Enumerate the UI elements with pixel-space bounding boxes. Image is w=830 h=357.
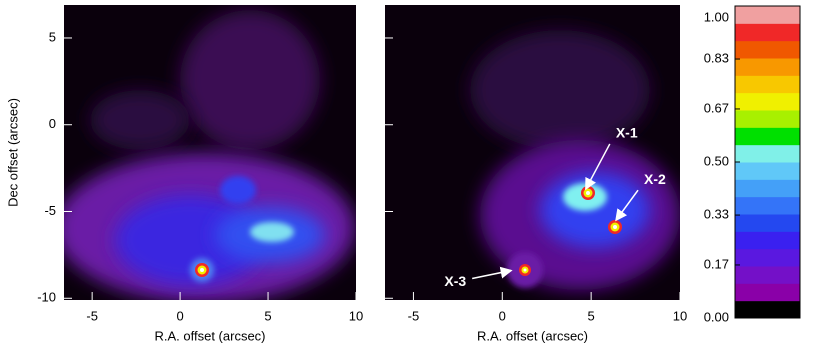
colorbar-swatch (735, 75, 800, 94)
annotation: X-2 (644, 171, 666, 187)
x-tick-label: 5 (588, 308, 595, 323)
colorbar-swatch (735, 40, 800, 59)
colorbar-tick-label: 0.00 (704, 309, 729, 324)
y-tick-label: -5 (44, 203, 56, 218)
colorbar-swatch (735, 214, 800, 232)
x-tick-label: -5 (86, 308, 98, 323)
map-left (64, 5, 356, 300)
colorbar-swatch (735, 196, 800, 215)
colorbar-swatch (735, 300, 800, 319)
colorbar-swatch (735, 231, 800, 250)
x-axis-label: R.A. offset (arcsec) (154, 328, 265, 343)
map-right (385, 5, 680, 300)
colorbar-swatch (735, 162, 800, 180)
colorbar-swatch (735, 110, 800, 128)
annotation-arrow (615, 189, 639, 222)
colorbar-swatch (735, 127, 800, 146)
colorbar-tick-label: 0.17 (704, 256, 729, 271)
colorbar-swatch (735, 92, 800, 111)
x-tick-label: -5 (408, 308, 420, 323)
y-tick-label: 5 (49, 29, 56, 44)
colorbar-swatch (735, 23, 800, 42)
colorbar-tick-label: 0.33 (704, 206, 729, 221)
annotation: X-1 (616, 125, 638, 141)
x-tick-label: 10 (673, 308, 687, 323)
x-tick-label: 10 (349, 308, 363, 323)
y-tick-label: 0 (49, 116, 56, 131)
x-tick-label: 5 (264, 308, 271, 323)
colorbar-swatch (735, 144, 800, 163)
x-axis-label: R.A. offset (arcsec) (477, 328, 588, 343)
colorbar-swatch (735, 283, 800, 302)
colorbar-swatch (735, 266, 800, 284)
y-tick-label: -10 (37, 290, 56, 305)
x-tick-label: 0 (499, 308, 506, 323)
annotation-arrow (585, 143, 611, 191)
x-tick-label: 0 (176, 308, 183, 323)
annotation: X-3 (444, 273, 466, 289)
colorbar-tick-label: 0.67 (704, 100, 729, 115)
colorbar-swatch (735, 179, 800, 198)
colorbar-swatch (735, 248, 800, 267)
colorbar-tick-label: 0.83 (704, 50, 729, 65)
colorbar-swatch (735, 58, 800, 76)
colorbar-tick-label: 0.50 (704, 153, 729, 168)
y-axis-label: Dec offset (arcsec) (5, 98, 20, 207)
colorbar-swatch (735, 6, 800, 24)
colorbar-tick-label: 1.00 (704, 9, 729, 24)
annotation-arrow (472, 266, 513, 280)
